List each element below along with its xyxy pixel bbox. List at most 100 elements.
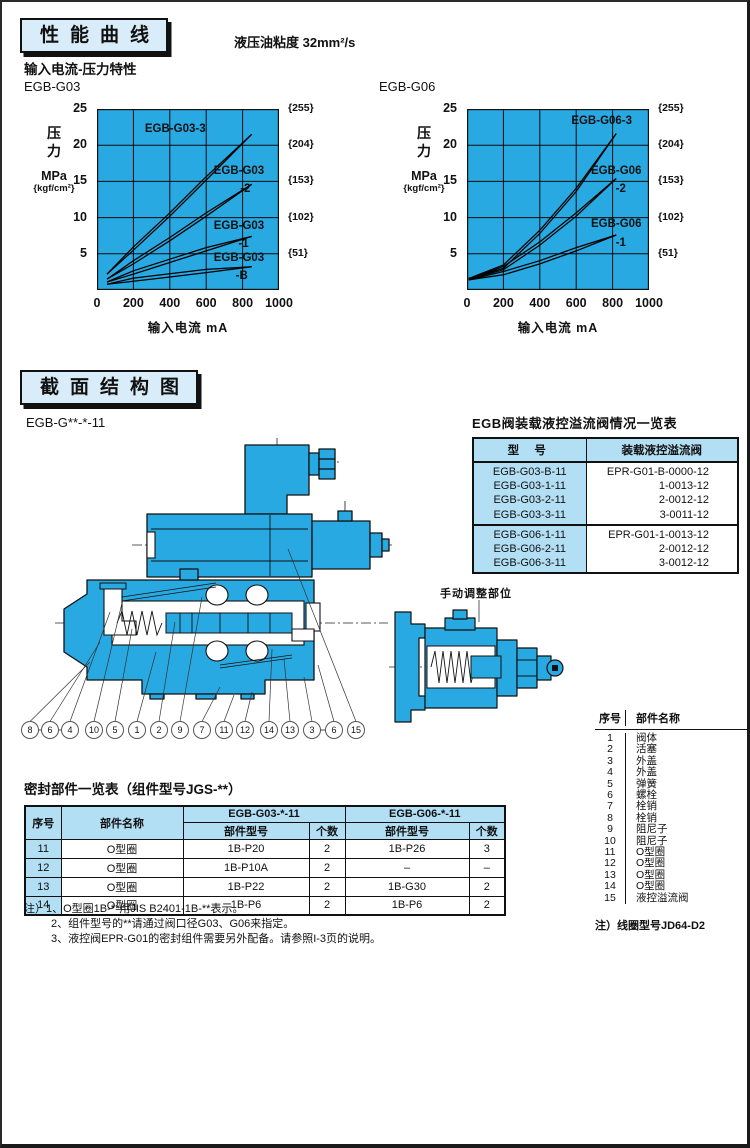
parts-list-row: 8 栓销 (595, 811, 747, 825)
valve-model: EGB-G03-1-11 (493, 480, 567, 493)
callout-circle (85, 721, 103, 739)
part-number: 8 (607, 811, 613, 824)
callout-leader-line (303, 676, 313, 722)
part-number: 6 (607, 789, 613, 802)
seal-table-cell: O型圈 (60, 895, 184, 916)
seal-table-cell: 14 (24, 895, 62, 916)
pressure-current-chart-g03: 压力 MPa {kgf/cm²} 25 20 15 10 5 {255} {204} {153}… (22, 98, 367, 346)
plot-area (97, 109, 279, 290)
seal-table-cell: 3 (468, 838, 506, 859)
curve-label: -1 (238, 237, 249, 250)
part-number: 2 (607, 743, 613, 756)
y-axis-label-line: 力 (47, 143, 61, 159)
parts-list-row: 9 阻尼子 (595, 823, 747, 836)
callout-circle (260, 721, 278, 739)
part-number: 4 (607, 766, 613, 779)
bleed-screw (337, 510, 353, 522)
relief-valve-model: 1-0013-12 (658, 480, 709, 493)
x-axis-title: 输入电流 mA (147, 321, 229, 335)
solenoid-body (146, 513, 313, 578)
callout-leader-line (136, 651, 157, 722)
part-name: 外盖 (625, 755, 657, 768)
part-name: 液控溢流阀 (625, 892, 689, 905)
callout-circle (236, 721, 254, 739)
footnotes: 注）1、O型圈1B-**用JIS B2401-1B-**表示。 2、组件型号的*… (24, 902, 381, 947)
callout-number: 13 (285, 725, 295, 735)
parts-list-row: 6 螺栓 (595, 789, 747, 802)
valve-model: EGB-G06-2-11 (493, 543, 567, 556)
callout-leader-line (29, 661, 91, 722)
relief-col-valve: 装载液控溢流阀 (586, 438, 738, 463)
y-tick: 10 (443, 209, 457, 224)
relief-table-group-row: EGB-G03-B-11 EGB-G03-1-11 EGB-G03-2-11 EGB-… (473, 462, 738, 525)
parts-list-row: 2 活塞 (595, 743, 747, 756)
part-name: O型圈 (625, 858, 665, 870)
callout-leader-line (317, 664, 335, 722)
right-axis-kgf-labels: {255} {204} {153} {102} {51} (288, 102, 334, 290)
part-number: 14 (604, 880, 616, 893)
seal-table-cell: 2 (468, 895, 506, 916)
parts-col-no: 序号 (599, 713, 621, 725)
x-tick: 800 (602, 296, 624, 310)
part-number: 12 (604, 857, 616, 870)
seal-table-cell: 1B-P26 (344, 838, 470, 859)
coil-model-note: 注）线圈型号JD64-D2 (595, 920, 706, 933)
curve-label: -2 (240, 183, 251, 196)
relief-table-group-row: EGB-G06-1-11 EGB-G06-2-11 EGB-G06-3-11 EPR-… (473, 523, 738, 574)
y-tick: 5 (450, 245, 457, 260)
curve-label: EGB-G06 (590, 218, 642, 231)
callout-leader-line (283, 658, 291, 722)
seal-table-cell: 1B-P10A (182, 857, 310, 878)
curve-EGB-G03-2-return (106, 183, 253, 280)
x-axis-ticks: 0 200 400 600 800 1000 (464, 296, 663, 312)
curve-EGB-G06-2-return (468, 178, 617, 280)
part-name: 弹簧 (625, 778, 657, 791)
callout-circle (193, 721, 211, 739)
callout-leader-line (69, 611, 111, 722)
callout-number: 11 (219, 725, 228, 735)
parts-list-row: 3 外盖 (595, 754, 747, 768)
y-axis-label: 压力 MPa {kgf/cm²} (392, 124, 456, 194)
curve-label: EGB-G03-3 (144, 122, 206, 135)
y-tick: 25 (73, 101, 87, 115)
y-axis-label-line: 力 (417, 143, 431, 159)
callout-number: 10 (89, 725, 99, 735)
y-axis-label-line: {kgf/cm²} (33, 183, 75, 194)
pressure-current-chart-g06: 压力 MPa {kgf/cm²} 25 20 15 10 5 {255} {204} {153}… (392, 98, 737, 346)
seal-table-cell: 1B-P22 (182, 876, 310, 897)
top-bolt (452, 609, 468, 620)
parts-name-list: 序号 部件名称 1 阀体 2 活塞 3 外盖 4 外盖 5 弹簧 6 螺栓 7 栓销 8 栓销 9 阻尼子 10 阻尼… (595, 710, 747, 933)
seal-table-cell: 2 (468, 876, 506, 897)
relief-valve-model: EPR-G01-1-0013-12 (608, 528, 709, 541)
callout-number: 9 (177, 725, 182, 735)
relief-valve-model: 2-0012-12 (658, 543, 709, 556)
solenoid-end-tube (311, 520, 371, 570)
callout-number: 8 (27, 725, 32, 735)
curve-EGB-G03-1 (106, 235, 252, 283)
kgf-tick: {153} (288, 174, 314, 187)
kgf-tick: {102} (658, 210, 684, 223)
callout-circle (41, 721, 59, 739)
part-number: 1 (607, 732, 613, 744)
callout-number: 15 (351, 725, 361, 735)
part-number: 3 (607, 754, 613, 767)
seal-table-cell: O型圈 (60, 876, 184, 897)
end-stud (369, 532, 383, 558)
chart-title-egb-g06: EGB-G06 (379, 79, 436, 94)
curve-EGB-G03-3-return (106, 133, 253, 275)
plot-area (467, 109, 649, 290)
callout-leader-line (268, 648, 273, 722)
part-name: 栓销 (625, 812, 657, 825)
spool (165, 612, 293, 634)
seal-table-cell: 2 (308, 838, 346, 859)
relief-valve-model: 2-0012-12 (658, 494, 709, 507)
manual-adjust-label: 手动调整部位 (440, 588, 512, 600)
callout-number: 2 (156, 725, 161, 735)
pilot-valve-internals (426, 645, 558, 689)
y-axis-ticks: 25 20 15 10 5 (428, 101, 462, 290)
seal-table: 序号 部件名称 EGB-G03-*-11 EGB-G06-*-11 部件型号 个… (24, 805, 506, 916)
curve-EGB-G03-B-return (106, 266, 252, 285)
callout-number: 12 (240, 725, 250, 735)
callout-leader-line (49, 641, 101, 722)
